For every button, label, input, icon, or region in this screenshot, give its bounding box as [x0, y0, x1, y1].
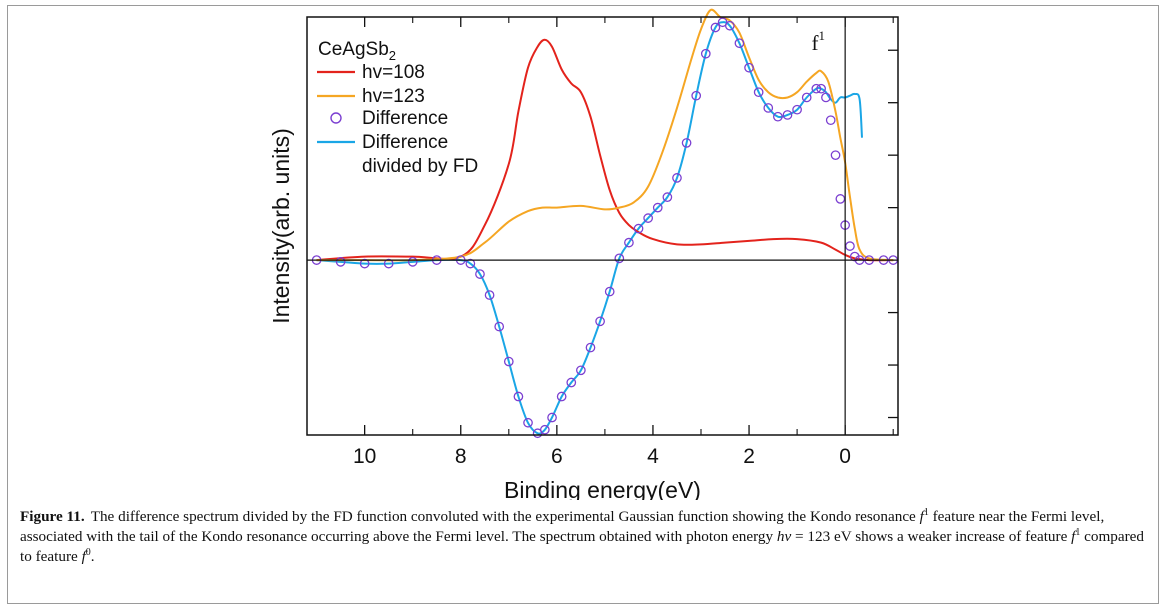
difference-point [604, 286, 615, 297]
difference-point [830, 150, 841, 161]
difference-point [835, 194, 846, 204]
difference-point [547, 412, 557, 423]
plot-curves [311, 8, 899, 439]
chart: 10 8 6 4 2 0 Binding energy(eV) Intensity(arb. … [268, 0, 899, 500]
difference-point [773, 111, 783, 122]
difference-point [753, 87, 764, 98]
caption-text-3: = 123 eV shows a weaker increase of feat… [791, 528, 1072, 545]
legend-sample-label: CeAgSb2 [318, 39, 396, 63]
series-hv-108-line [316, 38, 894, 262]
difference-point [523, 417, 533, 428]
legend-entry-label: Difference [362, 108, 448, 129]
difference-point [681, 138, 692, 148]
legend-swatch-circle [330, 112, 342, 124]
difference-point [494, 321, 505, 332]
difference-point [662, 192, 673, 202]
difference-point [624, 237, 634, 248]
difference-point [792, 104, 802, 115]
legend-entry-label: hv=108 [362, 62, 425, 83]
peak-label-f0: f0 [689, 0, 703, 3]
figure-frame [7, 5, 1159, 604]
difference-point [335, 257, 346, 267]
plot-axes [306, 16, 899, 436]
difference-point [595, 316, 605, 327]
caption-f: f [919, 508, 924, 525]
difference-point [825, 115, 836, 126]
y-axis-label: Intensity(arb. units) [268, 128, 294, 324]
caption-sup-1: 1 [923, 507, 929, 518]
difference-point [383, 258, 394, 269]
series-difference-divided-by-fd-line [316, 21, 863, 435]
peak-label-f1: f1 [812, 28, 826, 55]
caption-text-5: . [90, 548, 95, 565]
difference-point [821, 92, 831, 103]
difference-point [503, 356, 514, 367]
difference-point [710, 22, 721, 33]
caption-f-3: f [81, 548, 86, 565]
difference-point [672, 173, 682, 183]
figure-caption: Figure 11. The difference spectrum divide… [20, 507, 1148, 567]
difference-point [816, 83, 826, 94]
difference-point [691, 90, 702, 101]
legend-entry-label: hv=123 [362, 86, 425, 107]
difference-point [359, 258, 370, 269]
difference-point [475, 269, 485, 279]
difference-point [763, 103, 774, 113]
caption-text-2: feature near the Fermi level, associated… [20, 508, 1105, 545]
difference-point [845, 241, 855, 251]
difference-point [556, 391, 567, 402]
difference-point [585, 342, 596, 353]
peak-label-superscript: 1 [819, 28, 826, 43]
difference-point [633, 223, 644, 234]
x-tick-label: 10 [353, 445, 376, 468]
x-tick-label: 0 [839, 445, 851, 468]
difference-point [643, 213, 653, 223]
x-tick-label: 4 [647, 445, 659, 468]
difference-point [782, 110, 793, 120]
plot-frame [306, 16, 899, 436]
caption-hv: hν [776, 528, 792, 545]
plot-text: 10 8 6 4 2 0 Binding energy(eV) Intensity(arb. … [268, 0, 851, 500]
legend-entry-label: Difference [362, 132, 448, 153]
caption-f-2: f [1071, 528, 1076, 545]
caption-sup-1b: 1 [1075, 527, 1081, 538]
difference-point [801, 92, 812, 103]
legend-entry-label-line2: divided by FD [362, 156, 478, 177]
caption-label: Figure 11. [20, 508, 85, 525]
difference-point [734, 38, 745, 49]
legend-sample-subscript: 2 [389, 48, 396, 63]
difference-point [849, 251, 860, 262]
x-axis-label: Binding energy(eV) [504, 477, 701, 500]
difference-point [744, 62, 754, 73]
difference-point [700, 48, 711, 59]
difference-point [724, 20, 735, 31]
difference-point [652, 202, 663, 213]
difference-point [484, 290, 495, 300]
difference-point [576, 365, 586, 376]
difference-point [407, 257, 418, 267]
x-tick-label: 8 [455, 445, 467, 468]
difference-point [566, 377, 577, 388]
x-tick-label: 2 [743, 445, 755, 468]
caption-text-1: The difference spectrum divided by the F… [90, 508, 920, 525]
difference-point [614, 253, 625, 264]
x-tick-label: 6 [551, 445, 563, 468]
caption-sup-0: 0 [85, 547, 91, 558]
difference-point [811, 83, 822, 94]
caption-text-4: compared to feature [20, 528, 1145, 565]
difference-point [513, 391, 524, 402]
difference-point [539, 424, 550, 435]
difference-point [465, 258, 476, 269]
